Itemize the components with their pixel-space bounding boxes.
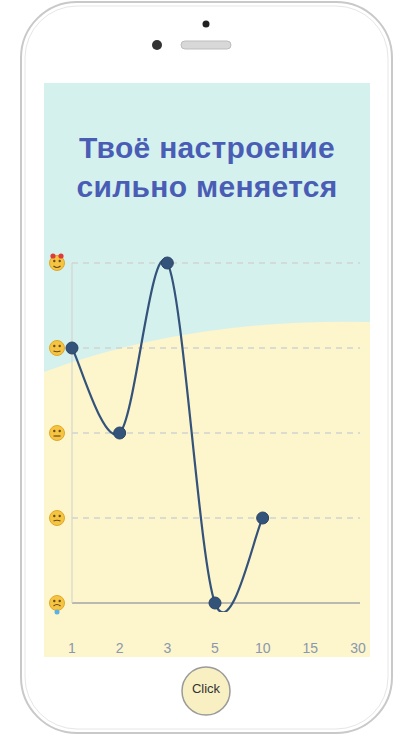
x-tick-label: 10 <box>255 640 271 656</box>
title: Твоё настроение сильно меняется <box>56 128 358 206</box>
screen-wave <box>44 322 370 657</box>
canvas: 1 2 3 5 10 15 30 <box>0 0 414 736</box>
phone-body <box>21 2 392 733</box>
mood-mouth <box>54 350 61 352</box>
phone-page: 1 2 3 5 10 15 30 Твоё настроение сильно меняет… <box>0 0 414 736</box>
mood-tear <box>55 610 60 615</box>
mood-mouth <box>54 266 61 268</box>
mood-eye <box>59 600 61 602</box>
grid-line <box>72 517 360 519</box>
phone-camera <box>152 40 162 50</box>
mood-eye <box>59 515 61 517</box>
mood-eye <box>59 260 61 262</box>
grid-line <box>72 262 360 264</box>
mood-eye <box>53 345 55 347</box>
mood-eye <box>53 430 55 432</box>
mood-point <box>114 427 126 439</box>
mood-face <box>50 511 65 526</box>
phone-inner-edge <box>25 6 388 729</box>
mood-eye <box>59 345 61 347</box>
mood-heart <box>50 253 55 258</box>
x-tick-label: 1 <box>68 640 76 656</box>
mood-heart <box>58 253 63 258</box>
mood-icon <box>50 341 65 356</box>
phone-sensor <box>203 21 210 28</box>
x-tick-label: 15 <box>303 640 319 656</box>
mood-face <box>50 341 65 356</box>
mood-face <box>50 426 65 441</box>
mood-point <box>209 597 221 609</box>
mood-point <box>161 257 173 269</box>
mood-mouth <box>54 435 61 436</box>
mood-icon <box>50 253 65 270</box>
home-button[interactable] <box>182 667 230 715</box>
mood-mouth <box>54 520 61 522</box>
x-tick-label: 3 <box>163 640 171 656</box>
mood-point <box>257 512 269 524</box>
mood-eye <box>53 600 55 602</box>
mood-face <box>50 596 65 611</box>
phone-speaker <box>181 41 231 49</box>
mood-mouth <box>54 605 61 607</box>
mood-eye <box>53 260 55 262</box>
x-tick-label: 5 <box>211 640 219 656</box>
mood-eye <box>59 430 61 432</box>
mood-line <box>72 260 263 612</box>
plot-area <box>66 257 269 612</box>
y-axis-line <box>71 263 72 603</box>
screen-background <box>44 83 370 657</box>
mood-icon <box>50 596 65 615</box>
mood-icon <box>50 426 65 441</box>
mood-point <box>66 342 78 354</box>
button-label: Click <box>176 681 236 696</box>
grid-line <box>72 347 360 349</box>
x-tick-label: 30 <box>350 640 366 656</box>
mood-icon <box>50 511 65 526</box>
mood-eye <box>53 515 55 517</box>
x-tick-label: 2 <box>116 640 124 656</box>
